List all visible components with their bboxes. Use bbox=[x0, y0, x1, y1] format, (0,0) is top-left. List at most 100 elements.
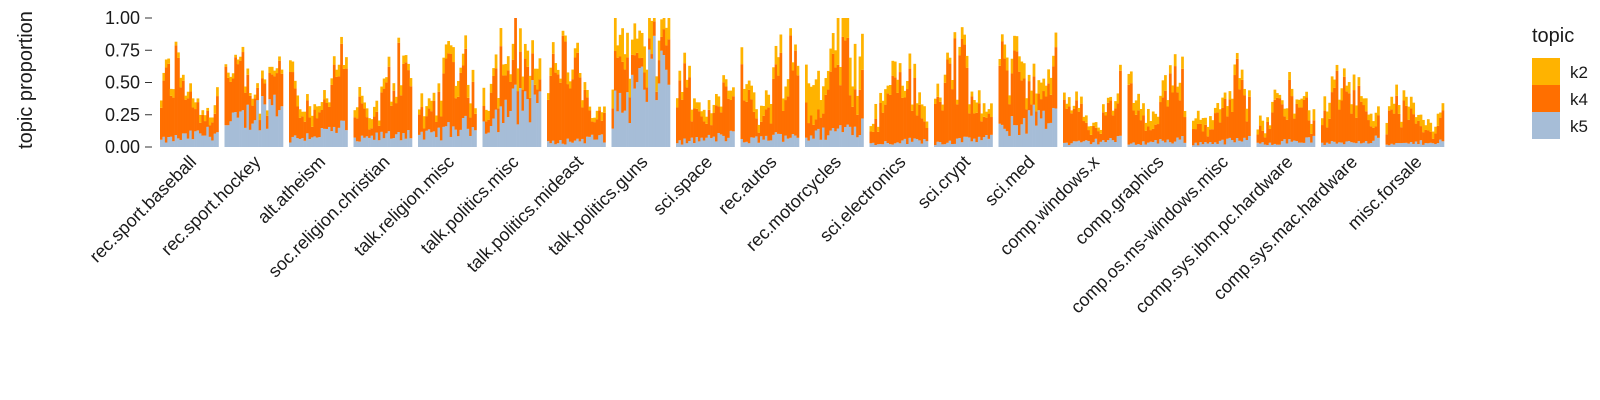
bar-segment-k5 bbox=[951, 144, 954, 147]
bar-segment-k5 bbox=[499, 106, 503, 147]
bar-segment-k2 bbox=[693, 98, 696, 109]
bar-segment-k5 bbox=[360, 135, 364, 147]
bar-segment-k5 bbox=[167, 137, 171, 147]
bar-segment-k2 bbox=[1228, 91, 1232, 100]
bar-segment-k2 bbox=[812, 85, 816, 125]
bar-segment-k4 bbox=[1209, 129, 1212, 143]
bar-segment-k4 bbox=[990, 117, 993, 135]
bar-segment-k4 bbox=[1357, 85, 1361, 142]
bar-segment-k5 bbox=[1307, 137, 1311, 147]
bar-segment-k4 bbox=[236, 64, 240, 118]
bar-segment-k2 bbox=[1357, 77, 1361, 86]
bar-segment-k2 bbox=[296, 95, 300, 107]
bar-segment-k2 bbox=[487, 110, 491, 120]
bar-segment-k4 bbox=[234, 57, 237, 112]
bar-segment-k4 bbox=[482, 106, 486, 122]
bar-segment-k5 bbox=[1300, 142, 1304, 147]
bar-segment-k5 bbox=[1325, 142, 1329, 147]
bar-segment-k4 bbox=[1439, 117, 1442, 140]
bar-segment-k4 bbox=[186, 98, 190, 139]
bar-segment-k5 bbox=[1305, 137, 1308, 147]
bar-segment-k2 bbox=[521, 76, 525, 90]
bar-segment-k4 bbox=[638, 58, 642, 69]
bar-segment-k4 bbox=[1218, 122, 1222, 141]
bar-segment-k4 bbox=[729, 99, 733, 131]
bar-segment-k5 bbox=[310, 137, 314, 147]
bar-segment-k4 bbox=[767, 107, 771, 141]
bar-segment-k2 bbox=[662, 18, 666, 30]
bar-segment-k2 bbox=[179, 77, 183, 88]
bar-segment-k2 bbox=[1335, 64, 1339, 71]
bar-segment-k4 bbox=[296, 106, 300, 139]
bar-segment-k2 bbox=[593, 117, 597, 123]
bar-segment-k2 bbox=[332, 56, 336, 65]
bar-segment-k4 bbox=[169, 95, 173, 137]
bar-segment-k2 bbox=[794, 44, 797, 51]
bar-segment-k4 bbox=[425, 116, 429, 131]
bar-segment-k2 bbox=[554, 63, 558, 73]
bar-segment-k5 bbox=[590, 134, 594, 147]
bar-segment-k4 bbox=[938, 101, 942, 143]
bar-segment-k2 bbox=[621, 28, 624, 62]
bar-segment-k2 bbox=[1213, 107, 1217, 114]
bar-segment-k4 bbox=[568, 88, 572, 142]
bar-segment-k4 bbox=[328, 106, 331, 127]
bar-segment-k4 bbox=[549, 75, 553, 144]
bar-segment-k5 bbox=[1054, 108, 1058, 147]
bar-segment-k2 bbox=[941, 104, 945, 111]
bar-segment-k4 bbox=[841, 36, 845, 133]
bar-segment-k4 bbox=[657, 60, 661, 84]
bar-segment-k4 bbox=[717, 106, 721, 134]
bar-segment-k5 bbox=[497, 132, 500, 147]
bar-segment-k5 bbox=[901, 140, 904, 147]
legend: topic k2 k4 k5 bbox=[1532, 25, 1588, 139]
bar-segment-k2 bbox=[1106, 97, 1110, 103]
bar-segment-k2 bbox=[990, 103, 993, 118]
bar-segment-k5 bbox=[457, 136, 460, 147]
bar-segment-k4 bbox=[293, 88, 297, 136]
bar-segment-k5 bbox=[397, 132, 401, 147]
bar-segment-k5 bbox=[471, 127, 475, 147]
bar-segment-k2 bbox=[536, 68, 539, 90]
bar-segment-k5 bbox=[511, 88, 515, 147]
bar-segment-k4 bbox=[404, 62, 408, 139]
bar-segment-k2 bbox=[234, 54, 237, 58]
bar-segment-k2 bbox=[791, 62, 795, 71]
bar-segment-k2 bbox=[707, 100, 711, 110]
bar-segment-k4 bbox=[385, 82, 388, 134]
bar-segment-k2 bbox=[702, 109, 706, 122]
bar-segment-k5 bbox=[1278, 144, 1282, 147]
bar-segment-k2 bbox=[461, 53, 465, 66]
bar-segment-k5 bbox=[494, 109, 498, 147]
bar-segment-k4 bbox=[1054, 47, 1058, 109]
bar-segment-k4 bbox=[1335, 70, 1339, 144]
bar-segment-k4 bbox=[1345, 91, 1349, 142]
bar-segment-k5 bbox=[908, 137, 912, 147]
y-tick-label: 0.50 bbox=[105, 73, 140, 93]
group-talk-religion-misc bbox=[418, 35, 477, 147]
bar-segment-k2 bbox=[1147, 108, 1150, 127]
bar-segment-k5 bbox=[244, 127, 247, 147]
bar-segment-k2 bbox=[745, 84, 749, 102]
bar-segment-k2 bbox=[1355, 105, 1358, 118]
group-alt-atheism bbox=[289, 36, 348, 147]
group-rec-autos bbox=[740, 28, 800, 147]
bar-segment-k2 bbox=[409, 78, 413, 87]
bar-segment-k2 bbox=[1285, 108, 1289, 120]
bar-segment-k5 bbox=[461, 118, 465, 147]
bar-segment-k5 bbox=[375, 132, 379, 147]
bar-segment-k2 bbox=[526, 50, 530, 67]
bar-segment-k2 bbox=[320, 102, 324, 110]
bar-segment-k2 bbox=[975, 102, 979, 113]
bar-segment-k4 bbox=[1173, 66, 1177, 142]
bar-segment-k4 bbox=[1290, 96, 1294, 142]
bar-segment-k2 bbox=[1119, 64, 1122, 71]
bar-segment-k2 bbox=[1072, 105, 1076, 109]
bar-segment-k4 bbox=[1364, 111, 1368, 142]
bar-segment-k4 bbox=[226, 77, 230, 126]
bar-segment-k5 bbox=[1025, 133, 1029, 147]
bar-segment-k2 bbox=[377, 120, 381, 126]
bar-segment-k2 bbox=[439, 100, 443, 117]
bar-segment-k5 bbox=[712, 136, 716, 147]
bar-segment-k2 bbox=[1288, 71, 1291, 80]
